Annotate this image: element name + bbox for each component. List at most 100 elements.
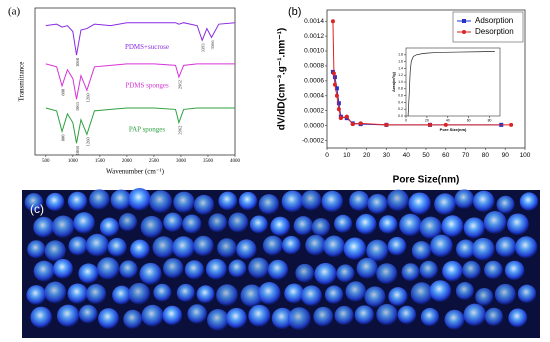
marker <box>336 107 341 112</box>
sphere <box>78 263 99 284</box>
sphere <box>504 260 525 281</box>
plot-frame <box>34 7 236 156</box>
sphere <box>429 280 452 302</box>
series-line <box>45 63 235 100</box>
sphere <box>26 285 47 305</box>
sphere <box>484 260 503 280</box>
sphere <box>205 258 227 280</box>
sphere <box>182 214 202 234</box>
sphere <box>228 212 249 233</box>
sphere <box>248 304 271 327</box>
sphere <box>240 284 264 308</box>
sphere <box>419 216 442 240</box>
sphere <box>483 211 507 234</box>
panel-label: (b) <box>288 6 301 18</box>
sphere <box>295 263 315 283</box>
sphere <box>463 217 485 239</box>
sphere <box>173 191 195 213</box>
sphere <box>305 234 326 256</box>
sphere <box>496 195 515 214</box>
sphere <box>89 189 110 210</box>
sphere <box>153 283 172 302</box>
sphere <box>420 307 440 327</box>
sphere <box>67 283 88 304</box>
marker <box>350 122 355 127</box>
sphere <box>388 287 408 307</box>
y-tick-label: 0.4 <box>398 100 403 104</box>
sphere <box>112 285 132 305</box>
panel-label: (a) <box>8 6 21 18</box>
y-axis-label: dV/dD(cm⁻³.g⁻¹.nm⁻¹) <box>277 28 288 131</box>
legend-marker <box>462 30 466 34</box>
sphere <box>430 234 453 258</box>
y-tick-label: 0.0 <box>398 114 403 118</box>
peak-label: 800 <box>61 88 66 96</box>
x-tick-label: 70 <box>462 152 470 159</box>
sphere <box>53 258 73 279</box>
sphere <box>462 260 481 280</box>
sphere <box>410 282 433 305</box>
y-tick-label: 1.2 <box>398 73 403 77</box>
y-tick-label: 0.0004 <box>304 93 324 100</box>
sphere <box>141 304 164 327</box>
sphere <box>86 283 107 305</box>
x-tick-label: 100 <box>520 152 531 159</box>
sphere <box>226 307 247 329</box>
sphere <box>519 192 539 211</box>
peak-label: 2962 <box>177 126 182 135</box>
legend-box <box>452 11 524 43</box>
sphere <box>399 213 422 237</box>
marker <box>334 86 339 91</box>
y-tick-label: 0.0010 <box>304 48 324 55</box>
sphere <box>411 241 432 261</box>
sphere <box>321 190 343 213</box>
x-tick-label: 2000 <box>122 159 133 164</box>
x-tick-label: 20 <box>363 152 371 159</box>
sphere <box>68 236 88 256</box>
sphere <box>454 189 475 209</box>
sphere <box>419 260 438 280</box>
sphere <box>463 303 487 327</box>
marker <box>384 122 389 127</box>
x-axis-label: Pore Size(nm) <box>440 127 467 132</box>
y-tick-label: 1.8 <box>398 53 403 57</box>
sphere <box>208 213 228 233</box>
peak-label: 1068 <box>75 145 80 155</box>
y-tick-label: 0.0000 <box>304 122 324 129</box>
sphere <box>267 259 289 280</box>
sphere <box>216 284 238 307</box>
legend-label: Desorption <box>475 27 514 36</box>
sphere <box>67 191 88 212</box>
sphere <box>494 283 516 305</box>
sphere <box>258 194 280 215</box>
sphere <box>473 190 495 213</box>
peak-label: 3393 <box>201 43 206 53</box>
sphere <box>123 309 143 329</box>
legend-label: Adsorption <box>475 16 513 25</box>
sphere <box>96 257 120 280</box>
sphere <box>27 240 46 259</box>
sphere <box>313 306 334 327</box>
sphere <box>356 257 378 279</box>
peak-label: 1068 <box>75 57 80 67</box>
peak-label: 3566 <box>210 40 215 50</box>
sphere <box>284 283 305 304</box>
x-tick-label: 80 <box>482 152 490 159</box>
sphere <box>301 190 322 211</box>
sphere <box>334 214 353 233</box>
sphere <box>248 257 270 279</box>
sphere <box>258 282 281 305</box>
sphere <box>271 307 294 330</box>
sphere <box>376 263 398 285</box>
sphere <box>78 304 98 324</box>
sphere <box>162 305 183 326</box>
sphere <box>193 235 214 257</box>
sphere <box>130 239 150 260</box>
sphere <box>163 212 183 233</box>
chart: (b) 0 10 20 30 40 50 60 70 80 90 100 -0.0002 0.0000 0.… <box>277 6 531 186</box>
x-tick-label: 4000 <box>230 159 241 164</box>
sphere <box>354 305 375 325</box>
sphere <box>228 259 247 278</box>
marker <box>358 121 363 126</box>
sphere <box>262 235 283 256</box>
